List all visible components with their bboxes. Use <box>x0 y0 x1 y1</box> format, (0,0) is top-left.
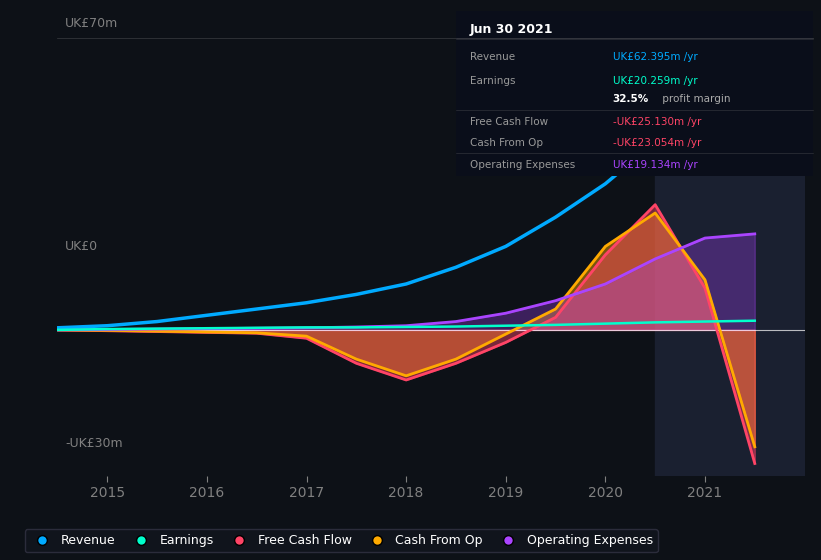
Text: Cash From Op: Cash From Op <box>470 138 543 148</box>
Text: Revenue: Revenue <box>470 53 515 63</box>
Text: UK£70m: UK£70m <box>65 17 118 30</box>
Bar <box>655 17 821 476</box>
Text: UK£20.259m /yr: UK£20.259m /yr <box>612 76 697 86</box>
Text: Earnings: Earnings <box>470 76 516 86</box>
Text: UK£62.395m /yr: UK£62.395m /yr <box>612 53 698 63</box>
Text: -UK£25.130m /yr: -UK£25.130m /yr <box>612 117 701 127</box>
Text: -UK£30m: -UK£30m <box>65 437 122 450</box>
Text: profit margin: profit margin <box>659 94 731 104</box>
Text: Free Cash Flow: Free Cash Flow <box>470 117 548 127</box>
Text: -UK£23.054m /yr: -UK£23.054m /yr <box>612 138 701 148</box>
Text: 32.5%: 32.5% <box>612 94 649 104</box>
Text: UK£0: UK£0 <box>65 240 98 253</box>
Text: Operating Expenses: Operating Expenses <box>470 160 576 170</box>
Text: Jun 30 2021: Jun 30 2021 <box>470 23 553 36</box>
Legend: Revenue, Earnings, Free Cash Flow, Cash From Op, Operating Expenses: Revenue, Earnings, Free Cash Flow, Cash … <box>25 529 658 552</box>
Text: UK£19.134m /yr: UK£19.134m /yr <box>612 160 698 170</box>
